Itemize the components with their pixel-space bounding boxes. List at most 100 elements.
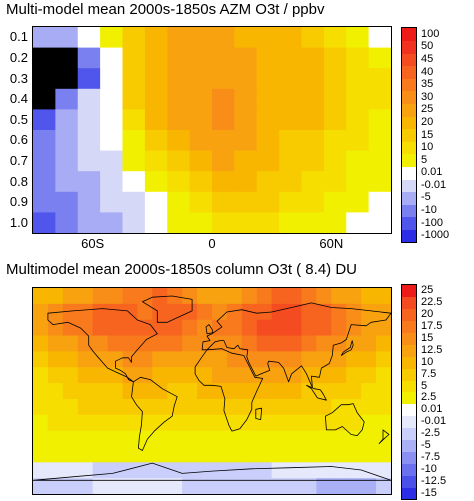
column-ozone-map bbox=[33, 288, 391, 494]
column-map-cell bbox=[107, 462, 124, 479]
column-map-cell bbox=[197, 288, 213, 305]
zonal-chart-title: Multi-model mean 2000s-1850s AZM O3t / p… bbox=[6, 1, 325, 18]
column-map-cell bbox=[226, 303, 243, 321]
column-map-cell bbox=[77, 383, 94, 400]
zonal-heatmap-cell bbox=[212, 68, 235, 90]
column-map-cell bbox=[301, 478, 318, 494]
zonal-heatmap-cell bbox=[368, 47, 391, 69]
column-map-cell bbox=[33, 319, 49, 337]
column-map-cell bbox=[77, 288, 94, 305]
zonal-colorbar-label: 45 bbox=[421, 52, 434, 65]
zonal-heatmap-cell bbox=[33, 171, 56, 193]
column-map-cell bbox=[241, 351, 258, 368]
column-colorbar-swatch bbox=[402, 439, 416, 452]
column-map-cell bbox=[33, 288, 49, 305]
column-map-cell bbox=[167, 398, 183, 416]
column-map-cell bbox=[33, 446, 49, 463]
zonal-colorbar-label: -5 bbox=[421, 191, 431, 204]
zonal-heatmap-cell bbox=[368, 130, 391, 152]
zonal-heatmap-cell bbox=[234, 88, 258, 110]
zonal-heatmap-cell bbox=[33, 212, 56, 233]
column-map-cell bbox=[77, 351, 94, 368]
column-map-cell bbox=[346, 478, 362, 494]
column-map-cell bbox=[33, 478, 49, 494]
zonal-heatmap-cell bbox=[279, 212, 303, 233]
column-map-cell bbox=[47, 383, 64, 400]
column-map-cell bbox=[241, 478, 258, 494]
column-map-cell bbox=[62, 335, 79, 352]
zonal-heatmap-cell bbox=[279, 130, 303, 152]
column-colorbar-strip bbox=[401, 284, 417, 500]
column-map-cell bbox=[301, 319, 318, 337]
column-map-cell bbox=[286, 398, 303, 416]
column-map-cell bbox=[212, 303, 228, 321]
column-map-cell bbox=[77, 367, 94, 384]
column-map-cell bbox=[271, 446, 288, 463]
column-map-cell bbox=[271, 414, 288, 432]
column-map-cell bbox=[62, 319, 79, 337]
column-map-cell bbox=[77, 478, 94, 494]
column-map-cell bbox=[182, 367, 198, 384]
zonal-heatmap-cell bbox=[234, 150, 258, 172]
column-map-cell bbox=[92, 303, 109, 321]
column-map-cell bbox=[301, 398, 318, 416]
zonal-colorbar-swatch bbox=[402, 153, 416, 167]
column-map-cell bbox=[107, 303, 124, 321]
coastline-australia bbox=[324, 403, 365, 437]
zonal-heatmap-cell bbox=[167, 68, 191, 90]
column-map-cell bbox=[182, 462, 198, 479]
column-map-cell bbox=[212, 367, 228, 384]
column-map-cell bbox=[226, 430, 243, 448]
column-map-cell bbox=[77, 414, 94, 432]
column-map-cell bbox=[62, 478, 79, 494]
column-map-cell bbox=[77, 319, 94, 337]
column-map-cell bbox=[212, 446, 228, 463]
zonal-heatmap-cell bbox=[301, 130, 325, 152]
column-map-cell bbox=[256, 303, 273, 321]
column-map-cell bbox=[137, 383, 153, 400]
zonal-colorbar-label: 30 bbox=[421, 90, 434, 103]
column-map-cell bbox=[137, 462, 153, 479]
column-map-cell bbox=[226, 478, 243, 494]
column-colorbar-label: -2.5 bbox=[421, 427, 440, 440]
zonal-heatmap-cell bbox=[55, 171, 79, 193]
column-map-cell bbox=[122, 430, 139, 448]
column-map-cell bbox=[271, 288, 288, 305]
zonal-colorbar-swatch bbox=[402, 179, 416, 193]
column-map-cell bbox=[62, 414, 79, 432]
column-colorbar-swatch bbox=[402, 392, 416, 405]
column-map-cell bbox=[77, 430, 94, 448]
column-map-cell bbox=[122, 319, 139, 337]
column-map-cell bbox=[33, 430, 49, 448]
column-colorbar-label: 7.5 bbox=[421, 367, 437, 380]
column-map-cell bbox=[226, 351, 243, 368]
column-map-cell bbox=[376, 478, 391, 494]
zonal-heatmap-cell bbox=[167, 47, 191, 69]
column-colorbar-label: -15 bbox=[421, 486, 437, 499]
zonal-heatmap-cell bbox=[55, 47, 79, 69]
column-colorbar-label: 12.5 bbox=[421, 343, 443, 356]
column-map-cell bbox=[107, 319, 124, 337]
column-map-cell bbox=[346, 303, 362, 321]
zonal-heatmap-cell bbox=[346, 191, 370, 213]
zonal-heatmap-cell bbox=[212, 47, 235, 69]
coastline-north-america bbox=[47, 308, 158, 383]
column-map-cell bbox=[286, 414, 303, 432]
zonal-heatmap-cell bbox=[100, 47, 124, 69]
zonal-heatmap-cell bbox=[122, 109, 146, 131]
column-colorbar-label: -0.01 bbox=[421, 415, 447, 428]
column-map-cell bbox=[107, 351, 124, 368]
column-map-cell bbox=[361, 383, 377, 400]
column-map-cell bbox=[316, 478, 332, 494]
column-map-cell bbox=[92, 478, 109, 494]
zonal-heatmap-cell bbox=[189, 68, 213, 90]
zonal-heatmap-cell bbox=[234, 109, 258, 131]
column-map-cell bbox=[137, 478, 153, 494]
zonal-heatmap-cell bbox=[279, 191, 303, 213]
column-map-cell bbox=[301, 303, 318, 321]
zonal-colorbar-swatch bbox=[402, 204, 416, 218]
column-map-cell bbox=[271, 478, 288, 494]
zonal-heatmap-cell bbox=[346, 47, 370, 69]
column-colorbar-swatch bbox=[402, 308, 416, 322]
column-colorbar-label: 22.5 bbox=[421, 296, 443, 309]
